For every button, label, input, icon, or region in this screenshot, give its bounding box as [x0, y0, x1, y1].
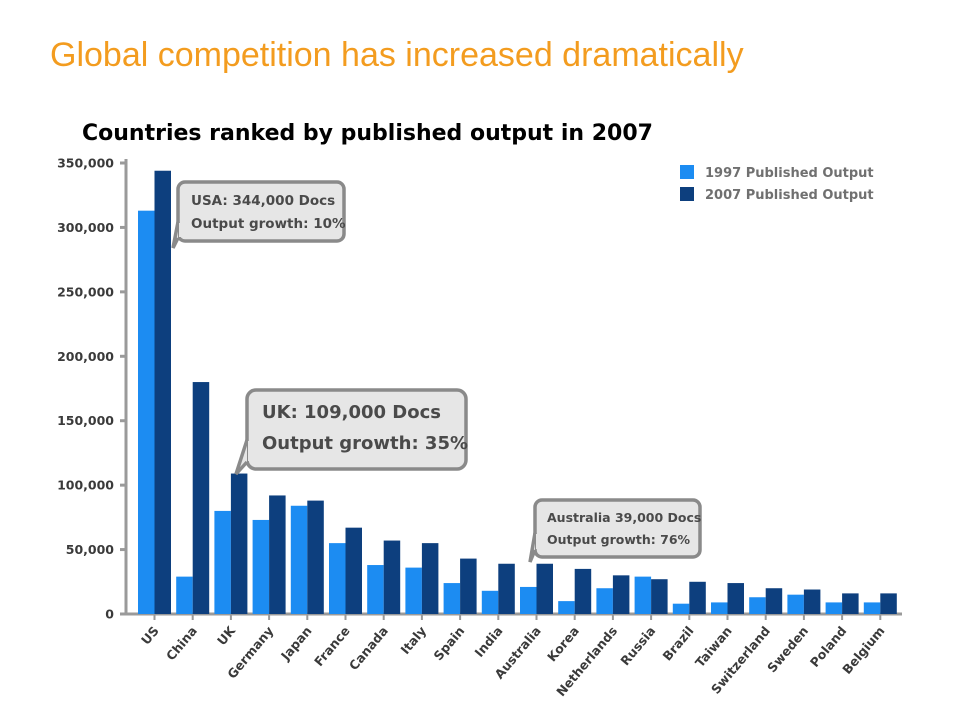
slide-title: Global competition has increased dramati…: [50, 36, 744, 74]
category-label: India: [471, 623, 505, 660]
bar-1997-france: [329, 543, 346, 614]
y-tick-label: 300,000: [57, 220, 114, 235]
bar-1997-sweden: [787, 594, 804, 614]
callout-body: [533, 498, 702, 559]
bar-1997-poland: [825, 602, 843, 614]
bar-1997-germany: [252, 519, 270, 614]
bar-1997-italy: [405, 567, 422, 614]
bar-1997-switzerland: [749, 597, 766, 614]
category-label: Canada: [346, 623, 391, 673]
bar-2007-brazil: [689, 581, 706, 614]
bar-1997-korea: [558, 601, 575, 614]
bar-1997-china: [176, 576, 193, 614]
bar-2007-sweden: [803, 589, 821, 614]
bar-2007-china: [192, 382, 210, 614]
category-label: Russia: [617, 623, 658, 668]
legend-label: 1997 Published Output: [705, 166, 874, 181]
bar-2007-australia: [536, 563, 553, 614]
bar-2007-uk: [230, 473, 248, 614]
chart-title: Countries ranked by published output in …: [82, 121, 653, 146]
bar-2007-france: [345, 527, 362, 614]
callout-tail-mask: [179, 223, 183, 237]
callout-line-1: USA: 344,000 Docs: [191, 193, 335, 209]
bar-1997-japan: [290, 505, 308, 614]
bar-1997-netherlands: [596, 588, 613, 614]
callout-tail: [234, 439, 249, 476]
bar-2007-india: [498, 563, 515, 614]
callout-line-1: Australia 39,000 Docs: [547, 510, 701, 525]
legend-swatch: [680, 165, 694, 179]
callout-tail-mask: [248, 441, 252, 461]
callout-line-2: Output growth: 76%: [547, 532, 691, 547]
legend: 1997 Published Output 2007 Published Outp…: [680, 165, 874, 203]
callout-tail: [528, 532, 537, 563]
callout-bubble: UK: 109,000 Docs Output growth: 35%: [234, 388, 468, 476]
bar-1997-us: [138, 210, 155, 615]
y-tick-label: 150,000: [57, 413, 114, 428]
bar-2007-us: [154, 170, 171, 614]
bar-2007-japan: [307, 500, 324, 614]
category-label: Italy: [397, 623, 429, 657]
category-label: Spain: [430, 623, 467, 663]
category-label: US: [138, 623, 162, 647]
bar-1997-india: [481, 590, 499, 614]
category-label: Japan: [277, 623, 314, 664]
bar-2007-belgium: [880, 593, 897, 614]
bar-1997-uk: [214, 510, 231, 614]
bar-2007-korea: [574, 568, 592, 614]
bar-2007-italy: [421, 543, 439, 614]
callout-line-2: Output growth: 10%: [191, 216, 346, 232]
bar-2007-germany: [269, 495, 286, 614]
callout-tail-mask: [536, 534, 540, 549]
bar-1997-brazil: [672, 603, 690, 614]
bar-1997-taiwan: [711, 602, 728, 614]
callout-tail: [171, 221, 180, 249]
bar-2007-canada: [383, 540, 401, 614]
bar-2007-spain: [460, 558, 477, 614]
chart-bars: [138, 170, 897, 615]
category-label: Korea: [544, 623, 582, 664]
bar-2007-taiwan: [727, 583, 744, 614]
bar-2007-netherlands: [612, 575, 630, 614]
bar-1997-belgium: [863, 602, 881, 614]
bar-1997-canada: [367, 565, 384, 614]
callout-bubble: USA: 344,000 Docs Output growth: 10%: [171, 180, 346, 249]
y-tick-label: 350,000: [57, 156, 114, 171]
category-label: Brazil: [659, 623, 696, 663]
category-label: China: [163, 623, 200, 663]
callout-body: [245, 388, 468, 471]
y-tick-label: 200,000: [57, 349, 114, 364]
y-tick-label: 50,000: [66, 542, 115, 557]
bar-2007-russia: [651, 579, 668, 614]
legend-label: 2007 Published Output: [705, 188, 874, 203]
y-tick-label: 250,000: [57, 284, 114, 299]
bar-2007-switzerland: [765, 588, 783, 614]
chart-axes: 0 50,000 100,000 150,000 200,000 250,000 300,0…: [57, 156, 902, 622]
callout-body: [176, 180, 346, 243]
category-label: Sweden: [764, 623, 811, 675]
callout-bubble: Australia 39,000 Docs Output growth: 76%: [528, 498, 702, 563]
bar-1997-australia: [520, 586, 537, 614]
bar-2007-poland: [842, 593, 859, 614]
category-label: UK: [214, 622, 239, 648]
y-tick-label: 0: [105, 607, 114, 622]
callout-line-1: UK: 109,000 Docs: [262, 402, 441, 423]
callout-line-2: Output growth: 35%: [262, 433, 468, 454]
bar-1997-russia: [634, 576, 652, 614]
legend-swatch: [680, 187, 694, 201]
bar-1997-spain: [443, 583, 461, 614]
callouts: USA: 344,000 Docs Output growth: 10% UK: 1…: [171, 180, 702, 563]
y-tick-label: 100,000: [57, 478, 114, 493]
